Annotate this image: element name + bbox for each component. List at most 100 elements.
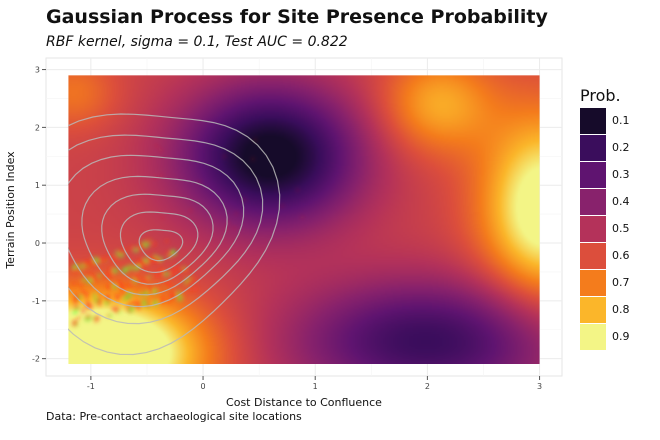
legend-items: 0.1 0.2 0.3 0.4 0.5 0.6 0.7 0.8 0.9 <box>580 107 654 350</box>
site-point <box>145 263 149 267</box>
site-point <box>176 295 183 302</box>
site-point <box>84 291 90 296</box>
site-point <box>85 260 89 265</box>
y-tick-label: 3 <box>35 66 40 75</box>
site-points <box>71 139 304 327</box>
site-point <box>151 241 157 247</box>
chart-title: Gaussian Process for Site Presence Proba… <box>46 6 548 28</box>
site-point <box>235 212 238 215</box>
contour-line <box>68 154 245 308</box>
site-point <box>72 298 79 304</box>
legend-label: 0.2 <box>612 141 630 154</box>
site-point <box>122 296 127 301</box>
legend-swatch <box>580 296 606 323</box>
site-point <box>127 282 133 288</box>
legend-item: 0.8 <box>580 296 654 323</box>
site-point <box>93 293 97 297</box>
site-point <box>71 281 77 286</box>
site-point <box>114 295 121 301</box>
legend-label: 0.1 <box>612 114 630 127</box>
site-point <box>118 249 124 255</box>
site-point <box>158 286 163 291</box>
y-tick-label: -2 <box>32 355 40 364</box>
site-point <box>108 313 113 318</box>
site-point <box>96 296 103 303</box>
probability-surface <box>68 75 540 364</box>
contour-line <box>138 229 184 262</box>
site-point <box>85 301 89 305</box>
legend-item: 0.3 <box>580 161 654 188</box>
site-point <box>80 289 86 295</box>
site-point <box>152 288 158 294</box>
site-point <box>92 316 96 320</box>
site-point <box>106 255 111 259</box>
site-point <box>77 262 82 267</box>
legend-swatch <box>580 215 606 242</box>
site-point <box>127 266 132 271</box>
site-point <box>163 271 170 277</box>
site-point <box>72 310 78 315</box>
legend-swatch <box>580 323 606 350</box>
legend-label: 0.6 <box>612 249 630 262</box>
legend: Prob. 0.1 0.2 0.3 0.4 0.5 0.6 0.7 0.8 0.9 <box>580 86 654 350</box>
site-point <box>155 144 158 148</box>
legend-item: 0.5 <box>580 215 654 242</box>
site-point <box>198 181 201 184</box>
legend-label: 0.4 <box>612 195 630 208</box>
site-point <box>139 262 145 267</box>
site-point <box>161 216 164 219</box>
x-tick-label: 2 <box>425 382 430 391</box>
site-point <box>147 275 151 279</box>
site-point <box>189 275 196 281</box>
x-tick-label: -1 <box>87 382 95 391</box>
site-point <box>101 257 108 264</box>
site-point <box>86 263 93 270</box>
site-point <box>107 266 113 272</box>
site-point <box>72 268 79 274</box>
legend-title: Prob. <box>580 86 621 105</box>
contour-line <box>101 193 214 285</box>
y-tick-label: 2 <box>35 123 40 132</box>
legend-label: 0.3 <box>612 168 630 181</box>
contour-line <box>68 134 264 325</box>
x-tick-label: 3 <box>537 382 542 391</box>
y-axis-label: Terrain Position Index <box>4 151 17 269</box>
site-point <box>73 319 78 324</box>
site-point <box>165 239 169 243</box>
legend-swatch <box>580 161 606 188</box>
site-point <box>80 307 86 314</box>
chart-caption: Data: Pre-contact archaeological site lo… <box>46 410 302 423</box>
site-point <box>189 209 193 212</box>
site-point <box>96 315 100 320</box>
site-point <box>78 282 84 287</box>
y-axis: -2 -1 0 1 2 3 <box>32 66 46 364</box>
site-point <box>251 157 255 161</box>
x-axis: -1 0 1 2 3 <box>87 376 542 391</box>
x-tick-label: 0 <box>200 382 205 391</box>
plot-area: -1 0 1 2 3 -2 -1 0 1 2 3 <box>32 57 563 391</box>
contour-line <box>119 211 199 274</box>
site-point <box>133 274 140 281</box>
site-point <box>122 266 128 272</box>
y-tick-label: 0 <box>35 239 40 248</box>
y-tick-label: 1 <box>35 181 40 190</box>
legend-item: 0.2 <box>580 134 654 161</box>
site-point <box>184 281 189 286</box>
legend-label: 0.9 <box>612 330 630 343</box>
legend-swatch <box>580 269 606 296</box>
site-point <box>254 139 257 142</box>
legend-item: 0.6 <box>580 242 654 269</box>
site-point <box>112 267 119 274</box>
site-point <box>129 245 134 250</box>
site-point <box>116 280 122 286</box>
site-point <box>133 247 139 253</box>
site-point <box>73 304 79 310</box>
y-tick-label: -1 <box>32 297 40 306</box>
site-point <box>147 285 154 292</box>
site-point <box>76 315 81 320</box>
legend-swatch <box>580 188 606 215</box>
legend-label: 0.8 <box>612 303 630 316</box>
site-point <box>88 272 93 278</box>
site-point <box>223 155 226 158</box>
site-point <box>114 306 120 312</box>
